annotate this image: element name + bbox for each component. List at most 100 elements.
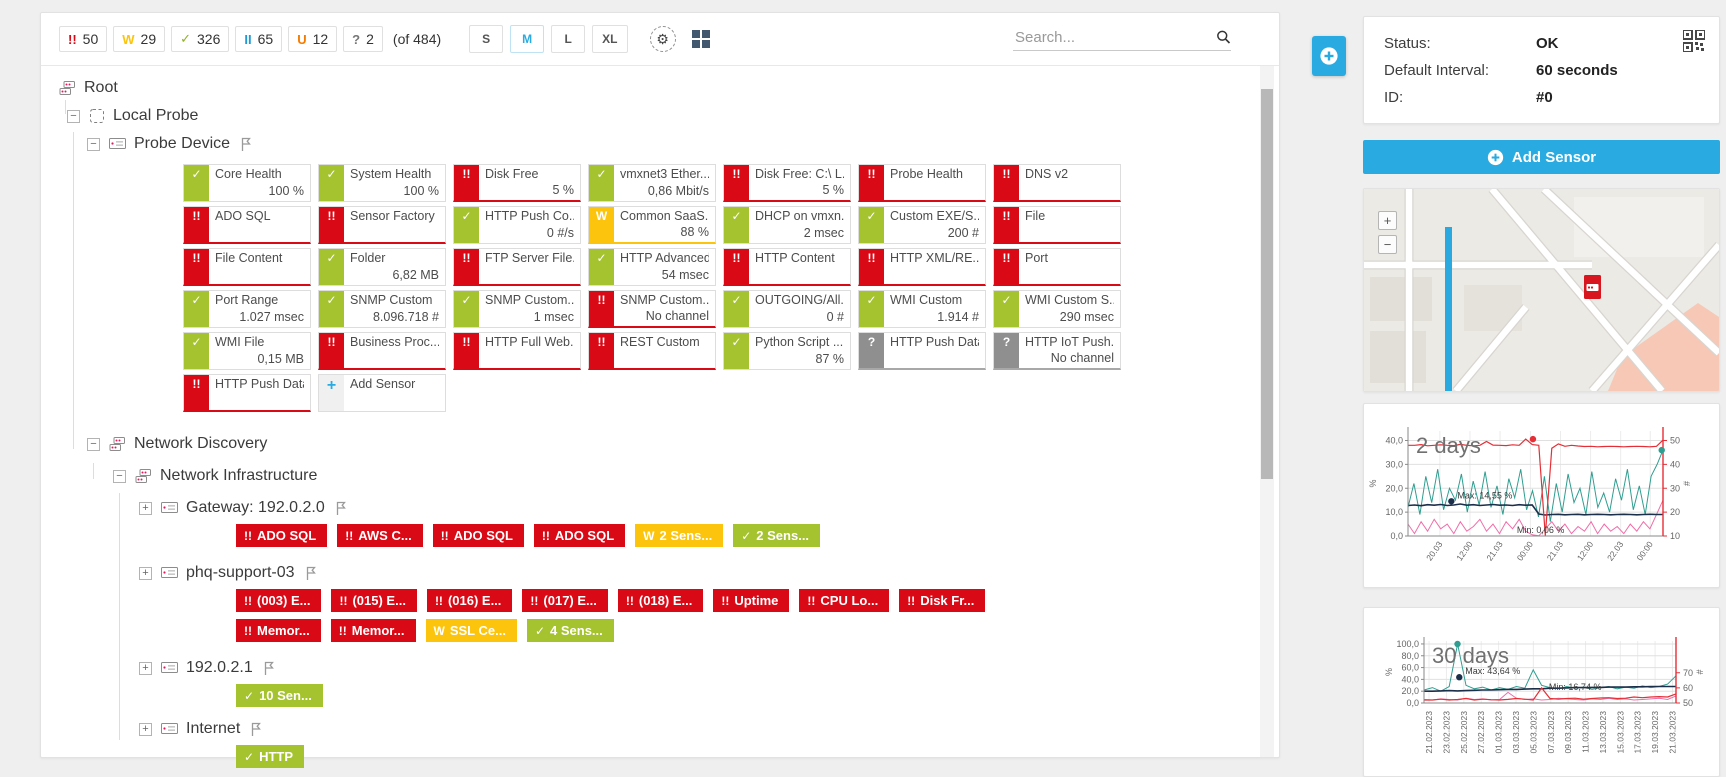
size-button-xl[interactable]: XL — [592, 25, 628, 53]
sensor-tile[interactable]: ✓ HTTP Push Co... 0 #/s — [453, 206, 581, 244]
sensor-tile[interactable]: ✓ DHCP on vmxn... 2 msec — [723, 206, 851, 244]
expander-network-infrastructure[interactable]: − — [113, 469, 126, 483]
sensor-tile[interactable]: !! File — [993, 206, 1121, 244]
sensor-tile[interactable]: W Common SaaS... 88 % — [588, 206, 716, 244]
tree-item-probe-device[interactable]: − Probe Device — [41, 130, 1279, 158]
sensor-tile[interactable]: !! SNMP Custom... No channel — [588, 290, 716, 328]
map-zoom-in-button[interactable]: + — [1378, 211, 1397, 230]
map-zoom-out-button[interactable]: − — [1378, 235, 1397, 254]
sensor-tile[interactable]: !! Business Proc... — [318, 332, 446, 370]
expander-gateway[interactable]: + — [139, 501, 152, 515]
search-icon[interactable] — [1216, 28, 1231, 46]
add-sensor-button[interactable]: Add Sensor — [1363, 140, 1720, 174]
flag-icon[interactable] — [250, 722, 262, 737]
map-thumbnail[interactable]: + − — [1363, 188, 1720, 392]
sensor-tile[interactable]: !! HTTP Full Web... — [453, 332, 581, 370]
sensor-tile[interactable]: !! Probe Health — [858, 164, 986, 202]
sensor-chip[interactable]: !! (016) E... — [426, 589, 513, 612]
sensor-tile[interactable]: ✓ SNMP Custom 8.096.718 # — [318, 290, 446, 328]
sensor-tile[interactable]: !! HTTP XML/RE... — [858, 248, 986, 286]
sensor-tile[interactable]: !! ADO SQL — [183, 206, 311, 244]
sensor-tile[interactable]: ✓ Folder 6,82 MB — [318, 248, 446, 286]
sensor-chip[interactable]: ✓ 10 Sen... — [236, 684, 323, 707]
flag-icon[interactable] — [305, 566, 317, 581]
sensor-chip[interactable]: !! (018) E... — [617, 589, 704, 612]
sensor-chip[interactable]: !! ADO SQL — [533, 524, 626, 547]
tree-label[interactable]: Internet — [186, 720, 241, 737]
sensor-tile[interactable]: !! HTTP Push Data — [183, 374, 311, 412]
sensor-tile[interactable]: ? HTTP Push Data — [858, 332, 986, 370]
sensor-chip[interactable]: !! ADO SQL — [236, 524, 328, 547]
sensor-tile[interactable]: ✓ System Health 100 % — [318, 164, 446, 202]
filter-up-button[interactable]: ✓ 326 — [171, 26, 230, 52]
sensor-tile[interactable]: ✓ WMI File 0,15 MB — [183, 332, 311, 370]
expander-phq-support-03[interactable]: + — [139, 566, 152, 580]
tree-item-network-discovery[interactable]: − Network Discovery — [41, 430, 1279, 458]
tree-item-phq-support-03[interactable]: + phq-support-03 — [41, 559, 1279, 587]
expander-network-discovery[interactable]: − — [87, 437, 100, 451]
sensor-chip[interactable]: !! (015) E... — [331, 589, 417, 612]
sensor-chip[interactable]: ✓ HTTP — [236, 745, 305, 768]
tree-label[interactable]: Root — [84, 79, 118, 96]
sensor-tile[interactable]: !! HTTP Content — [723, 248, 851, 286]
sensor-chip[interactable]: ✓ 4 Sens... — [526, 619, 614, 642]
sensor-chip[interactable]: !! Memor... — [236, 619, 321, 642]
sensor-tile[interactable]: ✓ vmxnet3 Ether... 0,86 Mbit/s — [588, 164, 716, 202]
tree-label[interactable]: Probe Device — [134, 135, 231, 152]
tree-label[interactable]: Local Probe — [113, 107, 199, 124]
tree-item-gateway[interactable]: + Gateway: 192.0.2.0 — [41, 494, 1279, 522]
sensor-tile[interactable]: ✓ WMI Custom 1.914 # — [858, 290, 986, 328]
sensor-chip[interactable]: ✓ 2 Sens... — [733, 524, 821, 547]
sensor-tile[interactable]: !! Sensor Factory — [318, 206, 446, 244]
filter-down-button[interactable]: !! 50 — [59, 26, 108, 52]
sensor-chip[interactable]: !! CPU Lo... — [799, 589, 890, 612]
filter-warning-button[interactable]: W 29 — [113, 26, 166, 52]
qr-code-icon[interactable] — [1682, 29, 1706, 57]
sensor-chip[interactable]: !! Memor... — [330, 619, 416, 642]
graph-2-days[interactable]: 40,0 30,0 20,0 10,0 0,0 50 40 30 20 10 20.03 12:00 2… — [1363, 403, 1720, 588]
sensor-chip[interactable]: W 2 Sens... — [635, 524, 724, 547]
filter-paused-button[interactable]: II 65 — [235, 26, 283, 52]
sensor-tile[interactable]: ✓ HTTP Advanced 54 msec — [588, 248, 716, 286]
sensor-tile[interactable]: ✓ WMI Custom S... 290 msec — [993, 290, 1121, 328]
flag-icon[interactable] — [240, 137, 252, 152]
tree-label[interactable]: Network Discovery — [134, 435, 268, 452]
graph-30-days[interactable]: 100,0 80,0 60,0 40,0 20,0 0,0 70 60 50 21.02.2023… — [1363, 607, 1720, 777]
sensor-chip[interactable]: !! AWS C... — [337, 524, 423, 547]
settings-gear-icon[interactable]: ⚙ — [649, 26, 676, 52]
add-sensor-tile[interactable]: + Add Sensor — [318, 374, 446, 412]
sensor-tile[interactable]: ? HTTP IoT Push... No channel — [993, 332, 1121, 370]
filter-unknown-button[interactable]: ? 2 — [343, 26, 383, 52]
sensor-chip[interactable]: W SSL Ce... — [425, 619, 517, 642]
sensor-chip[interactable]: !! Uptime — [713, 589, 790, 612]
flag-icon[interactable] — [263, 661, 275, 676]
sensor-tile[interactable]: !! REST Custom — [588, 332, 716, 370]
size-button-s[interactable]: S — [469, 25, 504, 53]
tree-item-internet[interactable]: + Internet — [41, 715, 1279, 743]
tree-item-ip-192-0-2-1[interactable]: +192.0.2.1 — [41, 654, 1279, 682]
add-object-button[interactable] — [1312, 36, 1346, 76]
sensor-tile[interactable]: !! Port — [993, 248, 1121, 286]
tree-label[interactable]: Network Infrastructure — [160, 467, 318, 484]
sensor-chip[interactable]: !! (017) E... — [522, 589, 608, 612]
size-button-l[interactable]: L — [551, 25, 586, 53]
expander-ip-192-0-2-1[interactable]: + — [139, 661, 152, 675]
search-input[interactable] — [1013, 27, 1216, 47]
sensor-tile[interactable]: ✓ Port Range 1.027 msec — [183, 290, 311, 328]
tree-item-root[interactable]: Root — [41, 74, 1279, 102]
tree-label[interactable]: 192.0.2.1 — [186, 659, 253, 676]
tree-item-local-probe[interactable]: − Local Probe — [41, 102, 1279, 130]
filter-unusual-button[interactable]: U 12 — [288, 26, 338, 52]
sensor-tile[interactable]: !! Disk Free: C:\ L... 5 % — [723, 164, 851, 202]
flag-icon[interactable] — [335, 501, 347, 516]
sensor-tile[interactable]: ✓ SNMP Custom... 1 msec — [453, 290, 581, 328]
view-grid-icon[interactable] — [691, 29, 711, 49]
sensor-chip[interactable]: !! ADO SQL — [432, 524, 524, 547]
scrollbar-thumb[interactable] — [1261, 89, 1273, 479]
sensor-tile[interactable]: !! File Content — [183, 248, 311, 286]
sensor-chip[interactable]: !! Disk Fr... — [899, 589, 986, 612]
size-button-m[interactable]: M — [510, 25, 545, 53]
expander-internet[interactable]: + — [139, 722, 152, 736]
expander-local-probe[interactable]: − — [67, 109, 80, 123]
expander-probe-device[interactable]: − — [87, 137, 100, 151]
